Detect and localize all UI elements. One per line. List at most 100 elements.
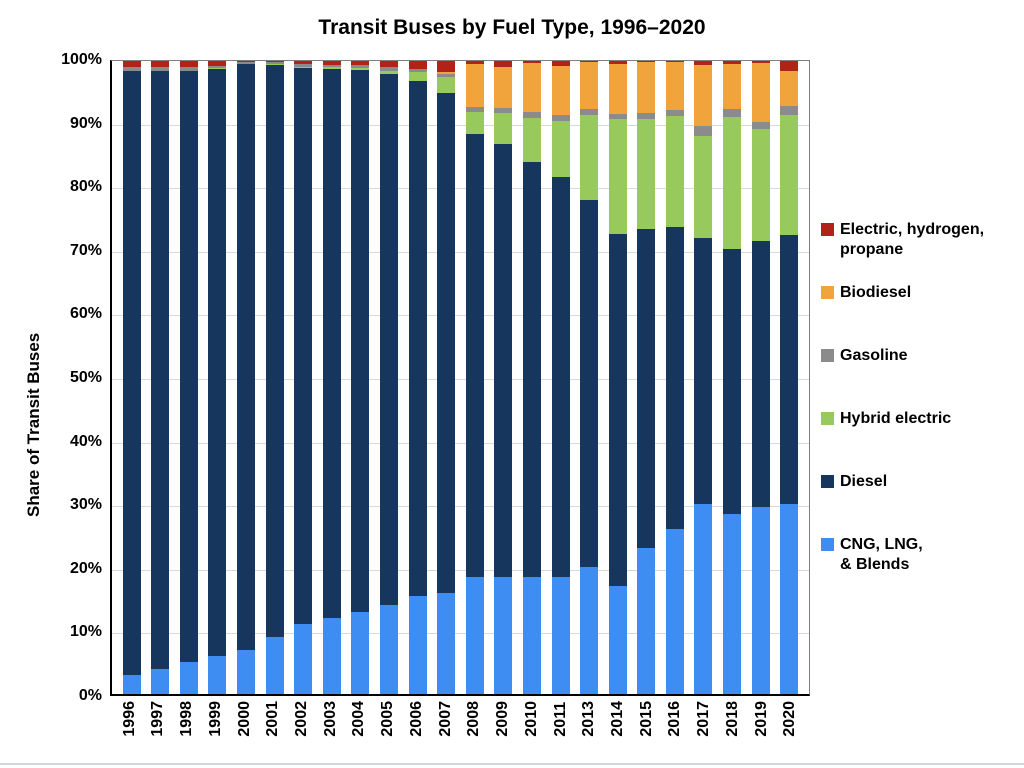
bar-1999-segment-gasoline <box>208 66 227 68</box>
gridline-40 <box>112 442 809 444</box>
bar-1999-segment-electric-hydrogen-propane <box>208 61 227 67</box>
bar-2019-segment-electric-hydrogen-propane <box>751 61 770 63</box>
x-tick-slot-1998: 1998 <box>178 701 196 737</box>
bar-2007-segment-hybrid-electric <box>437 77 456 93</box>
bar-2003-segment-electric-hydrogen-propane <box>322 61 341 65</box>
bar-2006 <box>408 61 427 694</box>
bar-1997 <box>151 61 170 694</box>
gridline-90 <box>112 124 809 126</box>
bar-2009-segment-diesel <box>494 143 513 577</box>
x-tick-label-1999: 1999 <box>206 701 224 737</box>
x-tick-label-1998: 1998 <box>178 701 196 737</box>
bar-2015-segment-diesel <box>637 228 656 549</box>
bar-2011 <box>551 61 570 694</box>
bar-2006-segment-hybrid-electric <box>408 72 427 82</box>
x-tick-label-2008: 2008 <box>465 701 483 737</box>
gridline-10 <box>112 633 809 635</box>
bar-2004-segment-electric-hydrogen-propane <box>351 61 370 66</box>
bar-2013-segment-diesel <box>580 200 599 568</box>
y-tick-label-30: 30% <box>69 496 102 514</box>
bar-2014-segment-diesel <box>608 233 627 587</box>
bar-1996-segment-cng <box>122 675 141 694</box>
bar-2007-segment-biodiesel <box>437 72 456 74</box>
y-tick-label-100: 100% <box>61 51 102 68</box>
bar-2010 <box>522 61 541 694</box>
bar-2008-segment-hybrid-electric <box>465 111 484 134</box>
bar-2017 <box>694 61 713 694</box>
bar-2008 <box>465 61 484 694</box>
bar-2013-segment-biodiesel <box>580 62 599 109</box>
x-tick-label-2006: 2006 <box>407 701 425 737</box>
legend-item-electric-hydrogen-propane: Electric, hydrogen, propane <box>821 220 1021 283</box>
bar-2013 <box>580 61 599 694</box>
bar-1997-segment-diesel <box>151 70 170 669</box>
x-tick-label-2017: 2017 <box>695 701 713 737</box>
bar-2015 <box>637 61 656 694</box>
bar-2015-segment-biodiesel <box>637 62 656 113</box>
bar-2006-segment-cng <box>408 595 427 694</box>
x-tick-label-2009: 2009 <box>494 701 512 737</box>
x-tick-label-2007: 2007 <box>436 701 454 737</box>
bar-2016-segment-electric-hydrogen-propane <box>665 61 684 63</box>
bar-2005-segment-electric-hydrogen-propane <box>379 61 398 68</box>
bar-2001-segment-diesel <box>265 64 284 638</box>
bar-1996 <box>122 61 141 694</box>
bar-2007-segment-diesel <box>437 92 456 593</box>
bar-2017-segment-biodiesel <box>694 65 713 127</box>
x-tick-slot-2005: 2005 <box>379 701 397 737</box>
bar-2005 <box>379 61 398 694</box>
bar-2020-segment-gasoline <box>780 105 799 116</box>
bottom-divider <box>0 763 1024 765</box>
bar-2017-segment-hybrid-electric <box>694 136 713 239</box>
bar-2015-segment-cng <box>637 548 656 694</box>
bar-2008-segment-gasoline <box>465 107 484 112</box>
y-tick-label-90: 90% <box>69 114 102 132</box>
bar-2009-segment-hybrid-electric <box>494 112 513 144</box>
bar-2006-segment-electric-hydrogen-propane <box>408 61 427 69</box>
x-tick-slot-2003: 2003 <box>322 701 340 737</box>
bar-2000-segment-gasoline <box>236 62 255 64</box>
x-tick-label-2016: 2016 <box>666 701 684 737</box>
bar-2019-segment-gasoline <box>751 121 770 130</box>
gridline-80 <box>112 188 809 190</box>
gridline-50 <box>112 379 809 380</box>
x-tick-slot-2007: 2007 <box>437 701 455 737</box>
bar-2019-segment-cng <box>751 507 770 694</box>
x-tick-label-2010: 2010 <box>522 701 540 737</box>
y-tick-label-40: 40% <box>69 432 102 450</box>
bar-2016-segment-hybrid-electric <box>665 116 684 227</box>
x-tick-slot-2013: 2013 <box>580 701 598 737</box>
x-tick-slot-2008: 2008 <box>465 701 483 737</box>
legend-label-diesel: Diesel <box>840 473 888 490</box>
bar-2002-segment-cng <box>294 624 313 694</box>
bar-1999-segment-hybrid-electric <box>208 67 227 70</box>
x-tick-slot-2001: 2001 <box>264 701 282 737</box>
bar-2020 <box>780 61 799 694</box>
legend-item-cng: CNG, LNG, & Blends <box>821 535 1021 598</box>
bar-2014-segment-gasoline <box>608 114 627 120</box>
bar-2013-segment-gasoline <box>580 108 599 115</box>
bar-2005-segment-hybrid-electric <box>379 70 398 75</box>
legend: Electric, hydrogen, propane Biodiesel Gasol… <box>821 220 1021 598</box>
bar-2016-segment-cng <box>665 529 684 694</box>
y-tick-label-70: 70% <box>69 241 102 259</box>
bar-2008-segment-biodiesel <box>465 64 484 108</box>
x-tick-slot-2002: 2002 <box>293 701 311 737</box>
bar-2004-segment-gasoline <box>351 65 370 68</box>
x-tick-label-1996: 1996 <box>120 701 138 737</box>
x-tick-slot-2006: 2006 <box>408 701 426 737</box>
bar-1999-segment-diesel <box>208 69 227 657</box>
bar-2015-segment-gasoline <box>637 112 656 119</box>
bar-2019-segment-hybrid-electric <box>751 129 770 242</box>
y-tick-label-50: 50% <box>69 369 102 386</box>
bar-2000-segment-electric-hydrogen-propane <box>236 61 255 63</box>
bar-2016-segment-biodiesel <box>665 62 684 111</box>
bar-2001-segment-cng <box>265 637 284 694</box>
bar-1998 <box>179 61 198 694</box>
bar-2015-segment-hybrid-electric <box>637 118 656 229</box>
x-tick-label-2001: 2001 <box>264 701 282 737</box>
bar-1997-segment-electric-hydrogen-propane <box>151 61 170 68</box>
x-tick-slot-1997: 1997 <box>149 701 167 737</box>
bar-1997-segment-cng <box>151 668 170 694</box>
